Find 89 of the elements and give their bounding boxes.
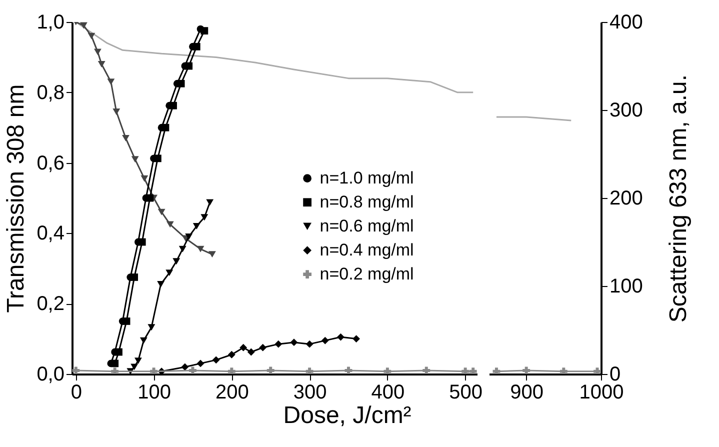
point <box>134 358 142 364</box>
point <box>157 281 164 288</box>
point <box>146 194 154 202</box>
point <box>321 336 329 344</box>
point <box>170 102 177 110</box>
point <box>247 348 255 356</box>
point <box>240 344 248 352</box>
point <box>259 344 267 352</box>
point <box>158 208 166 216</box>
point <box>181 363 189 371</box>
y-tick-label: 0,8 <box>36 82 64 104</box>
x-tick-label: 200 <box>215 382 249 404</box>
point <box>306 340 314 348</box>
point <box>192 222 200 230</box>
legend-label: n=0.2 mg/ml <box>320 264 414 284</box>
point <box>185 234 193 240</box>
point <box>166 270 174 276</box>
point <box>130 364 138 370</box>
point <box>98 61 106 68</box>
point <box>154 154 162 162</box>
point <box>274 340 282 348</box>
point <box>192 42 200 50</box>
y2-tick-label: 300 <box>610 100 643 122</box>
point <box>200 214 208 221</box>
x-tick-label: 300 <box>293 382 327 404</box>
x-tick-label: 900 <box>510 382 544 404</box>
point <box>336 333 344 341</box>
point <box>266 366 274 374</box>
y2-tick-label: 100 <box>610 276 643 298</box>
point <box>469 368 477 374</box>
point <box>140 337 148 344</box>
point <box>140 175 148 182</box>
point <box>131 156 139 162</box>
point <box>384 368 392 374</box>
x-tick-label: 100 <box>138 382 171 404</box>
point <box>115 348 122 356</box>
point <box>228 368 236 374</box>
point <box>166 221 174 228</box>
point <box>462 368 470 374</box>
point <box>200 27 208 35</box>
y-axis-title: Transmission 308 nm <box>2 84 30 313</box>
y2-tick-label: 200 <box>610 188 643 210</box>
point <box>306 368 314 374</box>
point <box>185 62 193 70</box>
y-tick-label: 1,0 <box>36 12 64 34</box>
x-tick-label: 0 <box>70 382 82 404</box>
y-tick-label: 0,6 <box>36 152 64 174</box>
point <box>162 124 170 132</box>
legend-label: n=0.8 mg/ml <box>320 192 414 212</box>
point <box>352 335 360 343</box>
point <box>148 324 156 331</box>
point <box>72 366 80 374</box>
y-tick-label: 0,2 <box>36 293 64 316</box>
point <box>88 32 96 40</box>
point <box>80 22 88 29</box>
point <box>111 360 119 368</box>
y2-tick-label: 400 <box>610 12 643 34</box>
point <box>196 360 204 368</box>
point <box>130 273 138 281</box>
point <box>177 80 185 88</box>
point <box>208 251 216 258</box>
point <box>107 78 115 86</box>
point <box>172 258 180 265</box>
legend-label: n=1.0 mg/ml <box>320 168 414 188</box>
point <box>112 108 120 115</box>
point <box>206 199 214 206</box>
y-tick-label: 0,0 <box>36 364 64 386</box>
point <box>138 238 146 246</box>
point <box>290 338 298 346</box>
point <box>111 368 119 374</box>
point <box>344 366 352 374</box>
point <box>228 350 236 358</box>
point <box>94 48 102 56</box>
y2-axis-title: Scattering 633 nm, a.u. <box>664 74 692 323</box>
legend-label: n=0.4 mg/ml <box>320 240 414 260</box>
x-tick-label: 500 <box>449 382 483 404</box>
point <box>150 368 158 374</box>
line-series <box>75 22 474 94</box>
legend-label: n=0.6 mg/ml <box>320 216 414 236</box>
x-tick-label: 400 <box>371 382 405 404</box>
point <box>178 246 186 252</box>
y-tick-label: 0,4 <box>36 222 64 245</box>
point <box>422 366 430 374</box>
point <box>212 356 220 364</box>
point <box>189 366 196 374</box>
point <box>196 246 204 252</box>
point <box>122 134 130 142</box>
x-axis-title: Dose, J/cm² <box>283 402 412 429</box>
point <box>122 317 130 325</box>
